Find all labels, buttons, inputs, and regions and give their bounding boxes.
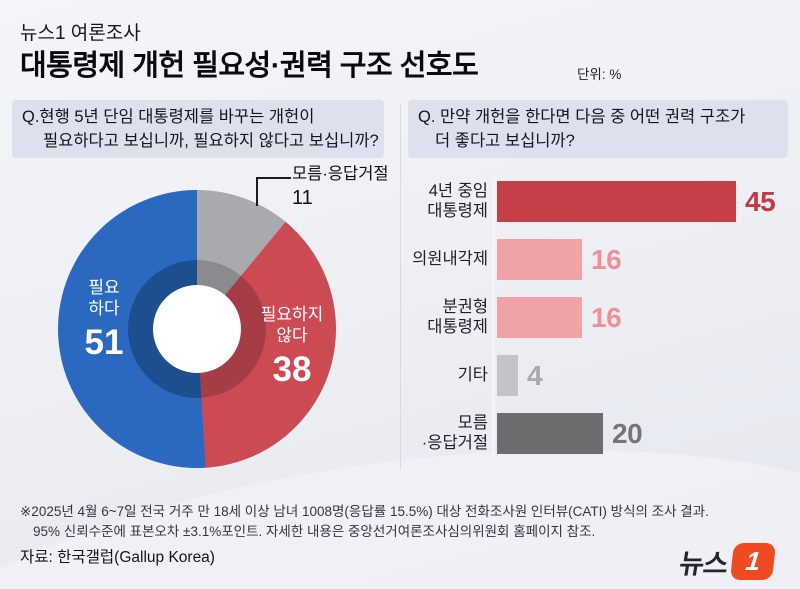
- dk-value: 11: [292, 187, 313, 209]
- need-label-line2: 하다: [88, 299, 120, 319]
- question-box-left: Q.현행 5년 단임 대통령제를 바꾸는 개헌이 필요하다고 보십니까, 필요하…: [12, 100, 384, 158]
- donut-segment-label-noneed: 필요하지 않다 38: [244, 304, 340, 389]
- bar-label-2: 의원내각제: [412, 249, 488, 268]
- need-label-line1: 필요: [88, 278, 120, 297]
- dk-label: 모름·응답거절: [292, 165, 389, 183]
- kicker: 뉴스1 여론조사: [20, 23, 141, 44]
- callout-line-vertical: [256, 177, 258, 206]
- question-left-line1: Q.현행 5년 단임 대통령제를 바꾸는 개헌이: [22, 108, 315, 126]
- question-right-line1: Q. 만약 개헌을 한다면 다음 중 어떤 권력 구조가: [418, 108, 746, 126]
- bar-value-5: 20: [612, 417, 643, 449]
- bar-label-3: 분권형 대통령제: [427, 298, 488, 336]
- bar-row-5: 모름 ·응답거절 20: [400, 413, 643, 454]
- bar-value-1: 45: [745, 185, 776, 217]
- survey-note-line2: 95% 신뢰수준에 표본오차 ±3.1%포인트. 자세한 내용은 중앙선거여론조…: [33, 524, 596, 539]
- bar-row-4: 기타 4: [400, 355, 543, 396]
- bar-axis-line: [492, 177, 495, 459]
- donut-chart: [58, 190, 336, 468]
- panel-divider: [400, 104, 401, 470]
- bar-5: [497, 413, 603, 454]
- bar-label-4: 기타: [457, 365, 488, 384]
- bar-label-1: 4년 중임 대통령제: [427, 182, 488, 220]
- source-credit: 자료: 한국갤럽(Gallup Korea): [20, 549, 215, 566]
- question-box-right: Q. 만약 개헌을 한다면 다음 중 어떤 권력 구조가 더 좋다고 보십니까?: [408, 100, 788, 158]
- noneed-value: 38: [272, 349, 312, 389]
- donut-segment-label-need: 필요 하다 51: [58, 277, 150, 362]
- bar-value-2: 16: [591, 243, 622, 275]
- bar-2: [497, 239, 582, 280]
- survey-note-line1: ※2025년 4월 6~7일 전국 거주 만 18세 이상 남녀 1008명(응…: [20, 504, 709, 519]
- bar-3: [497, 297, 582, 338]
- unit-label: 단위: %: [577, 67, 622, 82]
- question-left-line2: 필요하다고 보십니까, 필요하지 않다고 보십니까?: [43, 132, 379, 151]
- news1-logo-text: 뉴스: [677, 549, 730, 579]
- bar-row-1: 4년 중임 대통령제 45: [400, 181, 776, 222]
- news1-logo-badge-digit: 1: [743, 546, 762, 576]
- donut-hole: [153, 285, 241, 373]
- news1-logo: 뉴스 1: [677, 542, 776, 581]
- news1-logo-badge: 1: [729, 543, 776, 580]
- bar-value-3: 16: [591, 301, 622, 333]
- bar-value-4: 4: [527, 359, 543, 391]
- need-value: 51: [84, 322, 124, 362]
- page-title: 대통령제 개헌 필요성·권력 구조 선호도: [20, 50, 479, 82]
- bar-row-3: 분권형 대통령제 16: [400, 297, 622, 338]
- bar-label-5: 모름 ·응답거절: [421, 414, 488, 452]
- noneed-label-line1: 필요하지: [260, 305, 324, 324]
- question-right-line2: 더 좋다고 보십니까?: [435, 132, 575, 151]
- callout-line-horizontal: [256, 177, 291, 179]
- noneed-label-line2: 않다: [276, 326, 308, 346]
- bar-4: [497, 355, 518, 396]
- bar-1: [497, 181, 736, 222]
- bar-row-2: 의원내각제 16: [400, 239, 622, 280]
